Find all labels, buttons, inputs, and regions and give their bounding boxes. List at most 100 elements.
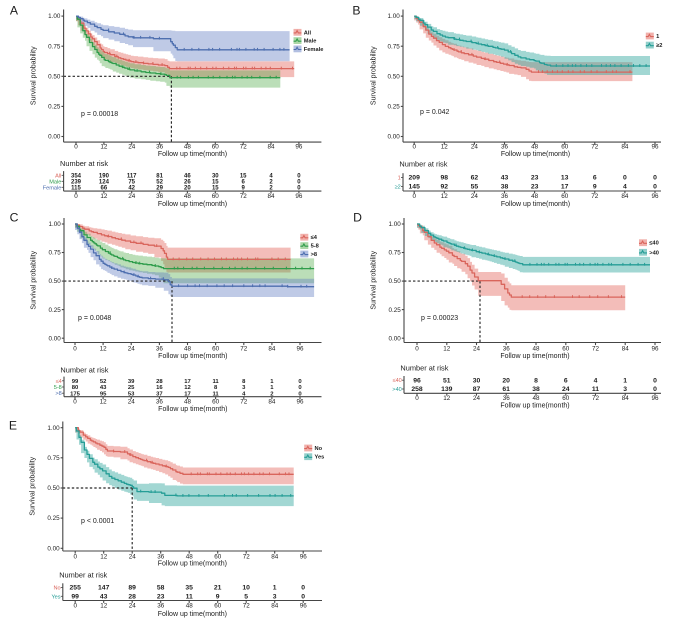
svg-text:115: 115 [71,185,81,191]
svg-text:0.50: 0.50 [49,278,62,285]
svg-text:190: 190 [99,173,110,179]
svg-text:1: 1 [270,379,274,385]
svg-text:30: 30 [473,377,481,384]
svg-text:Follow up time(month): Follow up time(month) [501,201,570,208]
svg-text:0.00: 0.00 [389,335,402,342]
svg-text:48: 48 [532,345,540,352]
svg-text:24: 24 [473,345,481,352]
svg-text:60: 60 [214,553,222,560]
svg-text:96: 96 [295,144,303,151]
svg-text:p = 0.00018: p = 0.00018 [81,111,118,118]
svg-text:0: 0 [73,399,77,406]
svg-text:11: 11 [592,386,599,393]
svg-text:124: 124 [99,179,110,185]
svg-text:48: 48 [184,399,192,406]
svg-text:20: 20 [184,185,191,191]
svg-text:0: 0 [412,193,416,200]
svg-text:12: 12 [441,193,449,200]
svg-text:0.25: 0.25 [49,307,62,314]
svg-text:72: 72 [591,193,599,200]
svg-text:60: 60 [212,399,220,406]
svg-text:35: 35 [185,585,193,592]
svg-text:60: 60 [212,193,220,200]
svg-text:Follow up time(month): Follow up time(month) [158,406,227,413]
svg-text:72: 72 [592,345,600,352]
svg-text:24: 24 [471,144,479,151]
svg-text:36: 36 [156,144,164,151]
svg-text:C: C [10,211,19,225]
svg-text:24: 24 [129,553,137,560]
svg-text:72: 72 [591,144,599,151]
svg-text:24: 24 [473,395,481,402]
svg-text:5-8: 5-8 [311,244,319,250]
svg-text:0: 0 [415,345,419,352]
svg-text:23: 23 [157,593,165,600]
svg-text:0.00: 0.00 [47,545,60,552]
svg-text:72: 72 [240,193,248,200]
svg-text:72: 72 [240,144,248,151]
svg-text:60: 60 [214,603,222,610]
svg-text:84: 84 [621,144,629,151]
svg-text:0: 0 [415,395,419,402]
svg-text:139: 139 [441,386,453,393]
svg-text:24: 24 [128,399,136,406]
svg-text:4: 4 [242,391,246,397]
svg-text:1: 1 [270,385,274,391]
svg-text:1: 1 [656,34,659,40]
svg-text:p < 0.0001: p < 0.0001 [81,518,114,525]
svg-text:95: 95 [100,391,107,397]
svg-text:20: 20 [502,377,510,384]
svg-text:0.00: 0.00 [388,134,401,141]
svg-text:60: 60 [212,144,220,151]
svg-text:87: 87 [473,386,481,393]
svg-text:8: 8 [214,385,218,391]
svg-text:0: 0 [298,385,302,391]
svg-text:0.75: 0.75 [48,43,61,50]
svg-text:2: 2 [269,185,273,191]
svg-text:12: 12 [443,345,451,352]
svg-text:21: 21 [214,585,222,592]
svg-text:48: 48 [184,144,192,151]
svg-text:17: 17 [184,391,191,397]
svg-text:4: 4 [623,184,627,191]
svg-text:60: 60 [561,193,569,200]
svg-text:72: 72 [240,345,248,352]
svg-text:1.00: 1.00 [389,221,402,228]
svg-text:84: 84 [268,345,276,352]
svg-text:239: 239 [71,179,82,185]
svg-text:>8: >8 [55,391,61,397]
svg-text:48: 48 [531,144,539,151]
svg-text:12: 12 [443,395,451,402]
svg-text:3: 3 [623,386,627,393]
svg-text:11: 11 [186,593,193,600]
svg-text:24: 24 [471,193,479,200]
svg-text:0.75: 0.75 [388,43,401,50]
svg-text:0: 0 [297,173,301,179]
svg-text:12: 12 [100,193,108,200]
svg-text:98: 98 [441,175,449,182]
svg-text:36: 36 [501,193,509,200]
svg-text:No: No [53,586,60,592]
svg-text:43: 43 [501,175,509,182]
svg-text:28: 28 [156,379,163,385]
svg-text:99: 99 [71,593,79,600]
svg-text:72: 72 [240,399,248,406]
svg-text:9: 9 [216,593,220,600]
svg-text:2: 2 [270,391,274,397]
svg-text:1.00: 1.00 [47,425,60,432]
svg-text:No: No [315,446,323,452]
svg-text:1: 1 [623,377,627,384]
svg-text:48: 48 [186,553,194,560]
svg-text:0: 0 [73,553,77,560]
svg-text:117: 117 [127,173,137,179]
svg-text:E: E [9,419,17,433]
svg-text:Yes: Yes [51,594,60,600]
svg-text:81: 81 [156,173,163,179]
svg-text:52: 52 [156,179,163,185]
svg-text:84: 84 [622,345,630,352]
svg-text:30: 30 [212,173,219,179]
svg-text:12: 12 [184,385,191,391]
svg-text:0: 0 [73,603,77,610]
svg-text:0.50: 0.50 [389,278,402,285]
svg-text:23: 23 [531,184,539,191]
